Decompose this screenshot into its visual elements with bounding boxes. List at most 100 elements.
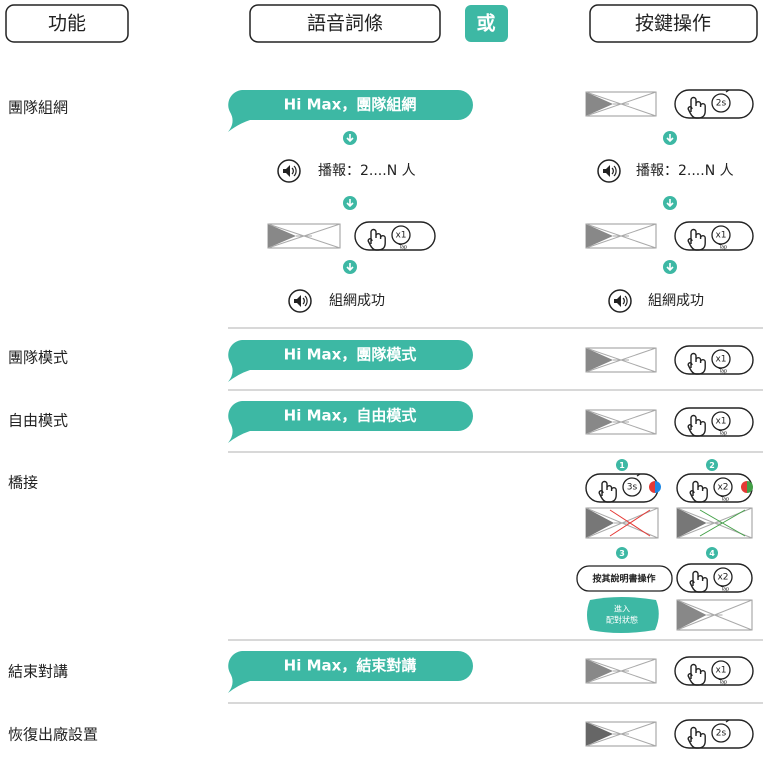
device-lines [585, 91, 657, 117]
hand-icon [689, 570, 708, 593]
arrow-glyph [666, 134, 674, 143]
press-label: x1 [715, 355, 726, 365]
pairing-blob [587, 597, 659, 633]
timer-tick [636, 473, 641, 477]
speaker-waves [302, 295, 308, 307]
bridge-colored-lines [609, 509, 651, 537]
tap-label: Tap [720, 497, 729, 503]
device-shade [586, 92, 613, 116]
hand-icon [687, 414, 706, 437]
tap-label: Tap [718, 369, 727, 375]
function-label: 恢復出廠設置 [8, 726, 98, 744]
voice-command: Hi Max，團隊模式 [284, 346, 417, 364]
device-lines [585, 223, 657, 249]
function-label: 團隊組網 [8, 99, 68, 117]
device-lines [676, 599, 753, 631]
hand-icon [689, 480, 708, 503]
function-label: 橋接 [8, 474, 38, 492]
voice-command: Hi Max，團隊組網 [284, 96, 417, 114]
step-number: 2 [709, 461, 715, 470]
step-badge [616, 547, 628, 559]
device-lines [585, 347, 657, 373]
press-circle [711, 660, 731, 680]
speaker-waves [622, 295, 628, 307]
tap-label: Tap [718, 680, 727, 686]
broadcast: 播報：2....N 人 [318, 163, 416, 179]
hand-icon [687, 352, 706, 375]
speaker-glyph [283, 165, 290, 177]
step-badge [706, 459, 718, 471]
device-shade [586, 348, 613, 372]
function-label: 結束對講 [8, 663, 68, 681]
press-label: 2s [716, 99, 727, 109]
tap-label: Tap [398, 245, 407, 251]
timer-tick [725, 89, 730, 93]
voice-bubble [228, 651, 473, 693]
device-lines [267, 223, 341, 249]
header-box [5, 4, 129, 43]
voice-bubble [228, 401, 473, 443]
speaker-glyph [614, 295, 621, 307]
voice-bubble [228, 90, 473, 132]
tap-label: Tap [720, 587, 729, 593]
device-shade [586, 508, 614, 538]
press-circle [711, 723, 731, 743]
hand-icon [687, 726, 706, 749]
press-circle [711, 225, 731, 245]
step-number: 4 [709, 549, 715, 558]
device-shade [268, 224, 296, 248]
press-label: x2 [717, 483, 728, 493]
voice-command: Hi Max，自由模式 [284, 407, 417, 425]
pairing-label: 進入 [614, 605, 630, 614]
header-box [249, 4, 441, 43]
press-circle [711, 411, 731, 431]
voice-command: Hi Max，結束對講 [284, 657, 417, 675]
color-dot-green [747, 481, 753, 493]
press-circle [711, 349, 731, 369]
function-label: 自由模式 [8, 412, 68, 430]
step-number: 3 [619, 549, 625, 558]
press-label: x1 [715, 417, 726, 427]
manual-pill [576, 565, 673, 592]
result: 組網成功 [648, 293, 704, 309]
header-button: 按鍵操作 [635, 13, 711, 35]
press-circle [713, 567, 733, 587]
press-label: 2s [716, 729, 727, 739]
arrow-glyph [666, 199, 674, 208]
arrow-glyph [346, 199, 354, 208]
hand-icon [598, 480, 617, 503]
device-shade [586, 224, 613, 248]
color-dot-red [649, 481, 655, 493]
arrow-glyph [346, 263, 354, 272]
hand-icon [687, 96, 706, 119]
tap-label: Tap [718, 431, 727, 437]
hand-icon [367, 228, 386, 251]
header-or-box [465, 5, 508, 42]
step-badge [616, 459, 628, 471]
manual-instruction: 按其說明書操作 [592, 573, 655, 585]
header-or: 或 [476, 12, 495, 35]
press-label: 3s [627, 483, 638, 493]
arrow-glyph [346, 134, 354, 143]
press-circle [713, 477, 733, 497]
device-shade [586, 659, 613, 683]
device-shade [586, 410, 613, 434]
function-label: 團隊模式 [8, 349, 68, 367]
arrow-glyph [666, 263, 674, 272]
color-dot-blue [655, 481, 661, 493]
hand-icon [687, 228, 706, 251]
press-label: x1 [395, 231, 406, 241]
header-box [589, 4, 758, 43]
result: 組網成功 [329, 293, 385, 309]
step-number: 1 [619, 461, 625, 470]
header-function: 功能 [48, 13, 86, 35]
press-label: x1 [715, 666, 726, 676]
hand-icon [687, 663, 706, 686]
device-lines [585, 409, 657, 435]
step-badge [706, 547, 718, 559]
device-shade [677, 600, 707, 630]
button-pill [585, 473, 659, 503]
press-circle [711, 93, 731, 113]
